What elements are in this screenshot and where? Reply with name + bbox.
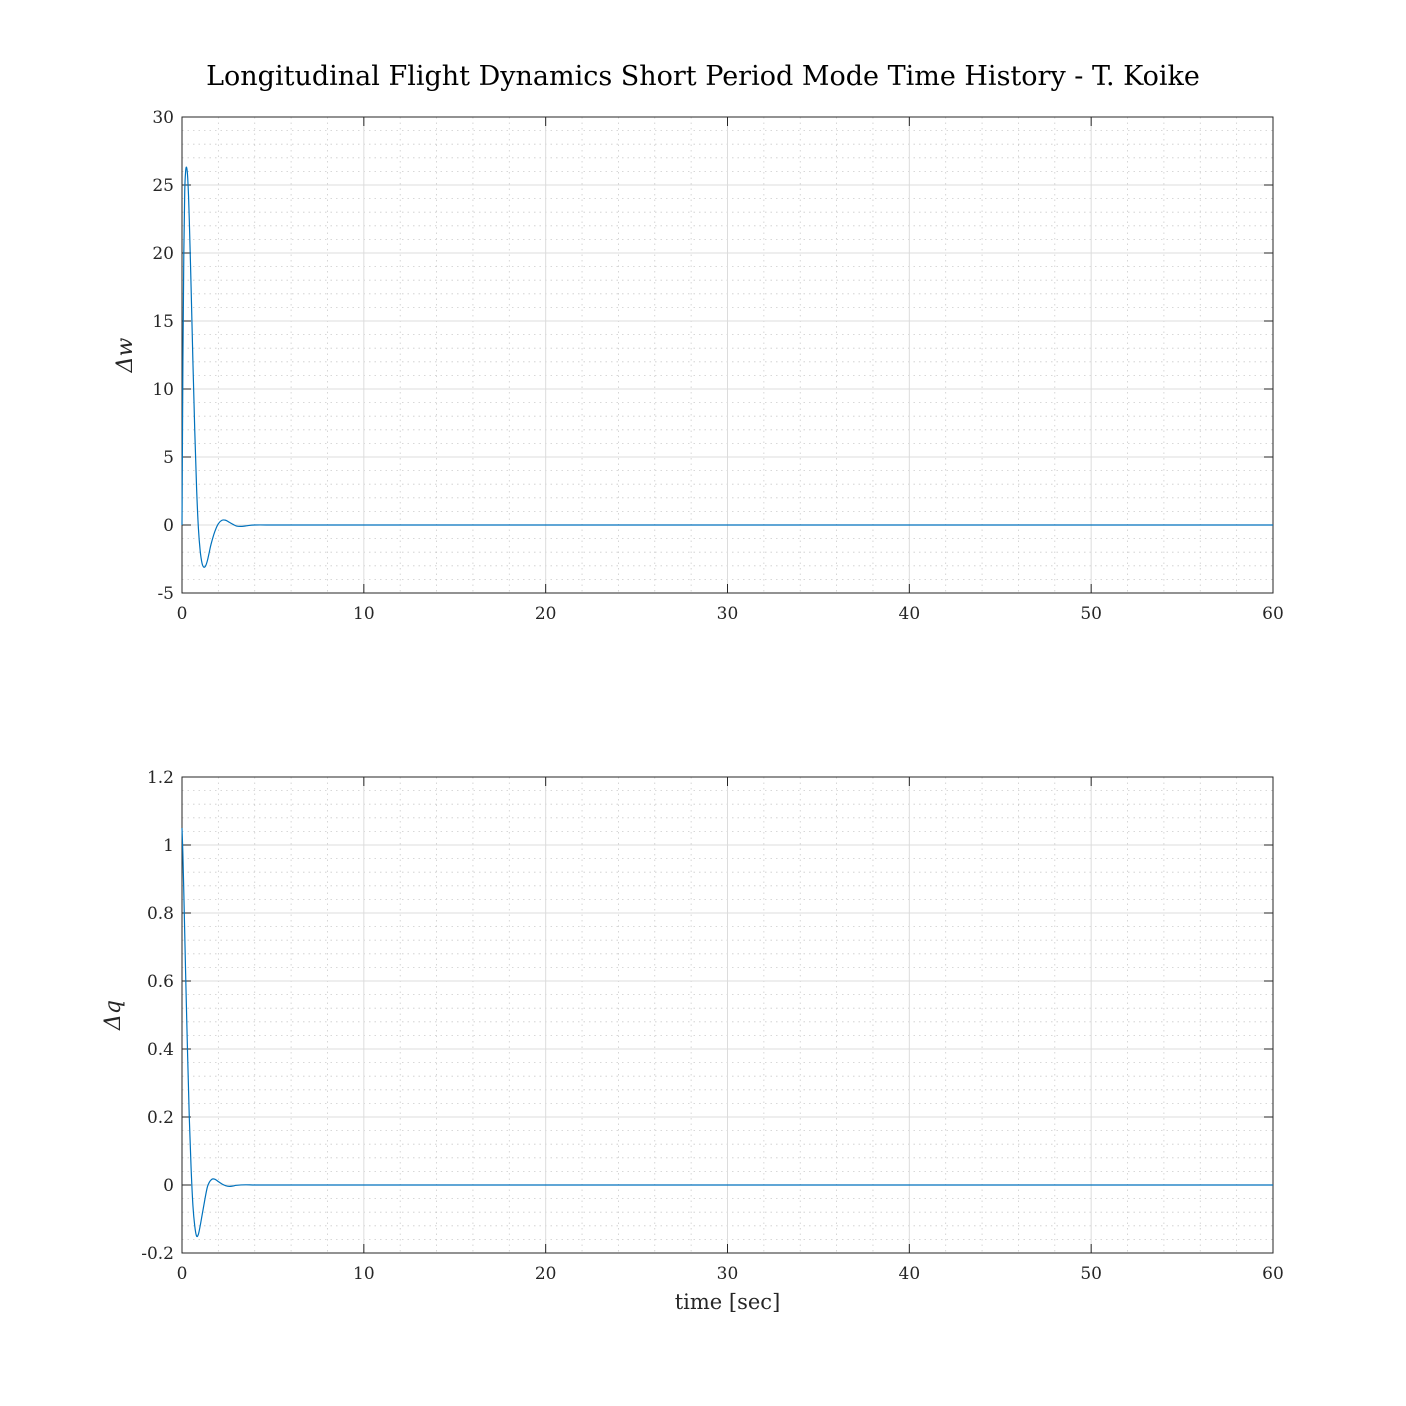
y-tick-label: 0.8 bbox=[147, 904, 174, 924]
x-tick-label: 30 bbox=[717, 1264, 739, 1284]
y-tick-label: 10 bbox=[152, 380, 174, 400]
x-tick-label: 40 bbox=[899, 604, 921, 624]
x-tick-label: 20 bbox=[535, 604, 557, 624]
x-tick-label: 10 bbox=[353, 1264, 375, 1284]
y-tick-label: 0.4 bbox=[147, 1040, 174, 1060]
x-tick-label: 50 bbox=[1080, 604, 1102, 624]
y-tick-label: -5 bbox=[157, 584, 174, 604]
major-grid bbox=[181, 116, 1274, 594]
series-line bbox=[181, 166, 1273, 568]
series-line bbox=[181, 827, 1273, 1238]
x-tick-label: 60 bbox=[1262, 1264, 1284, 1284]
y-tick-label: 0.2 bbox=[147, 1108, 174, 1128]
y-tick-label: 0 bbox=[163, 1176, 174, 1196]
figure-title: Longitudinal Flight Dynamics Short Perio… bbox=[206, 61, 1200, 92]
y-tick-label: 15 bbox=[152, 312, 174, 332]
y-tick-label: 30 bbox=[152, 108, 174, 128]
x-tick-label: 10 bbox=[353, 604, 375, 624]
x-tick-label: 30 bbox=[717, 604, 739, 624]
x-tick-label: 20 bbox=[535, 1264, 557, 1284]
y-tick-label: 1 bbox=[163, 836, 174, 856]
y-tick-label: 5 bbox=[163, 448, 174, 468]
y-tick-label: 0.6 bbox=[147, 972, 174, 992]
x-tick-label: 40 bbox=[899, 1264, 921, 1284]
y-tick-label: -0.2 bbox=[141, 1244, 174, 1264]
y-axis-label: Δw bbox=[113, 337, 138, 373]
y-axis-label: Δq bbox=[101, 1000, 126, 1031]
x-tick-label: 50 bbox=[1080, 1264, 1102, 1284]
y-tick-label: 25 bbox=[152, 176, 174, 196]
x-tick-label: 0 bbox=[177, 1264, 188, 1284]
x-tick-label: 60 bbox=[1262, 604, 1284, 624]
plot-delta-q: 0 10 20 30 40 50 60-0.200.20.40.60.811.2Δqtime… bbox=[101, 768, 1284, 1314]
y-tick-label: 0 bbox=[163, 516, 174, 536]
y-tick-label: 20 bbox=[152, 244, 174, 264]
x-tick-label: 0 bbox=[177, 604, 188, 624]
y-tick-label: 1.2 bbox=[147, 768, 174, 788]
major-grid bbox=[181, 776, 1274, 1254]
x-axis-label: time [sec] bbox=[675, 1290, 781, 1314]
